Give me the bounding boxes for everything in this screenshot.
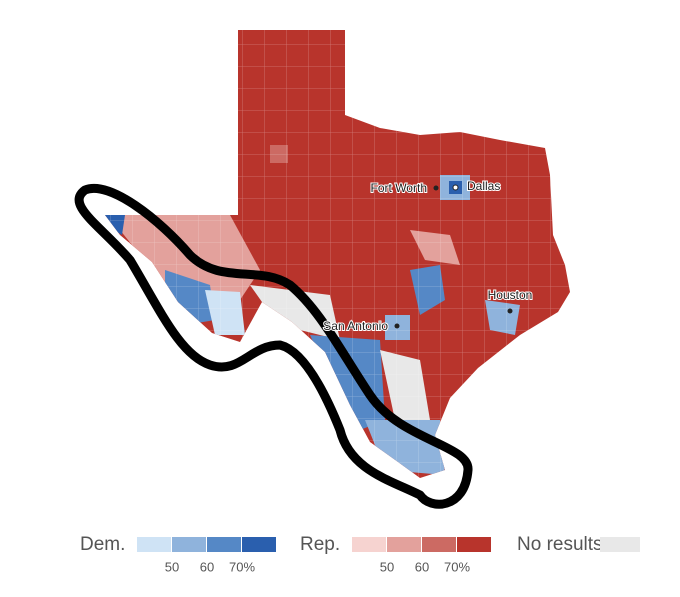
city-label: Houston bbox=[488, 288, 533, 302]
city-dot bbox=[433, 185, 439, 191]
legend-swatch bbox=[242, 537, 276, 552]
city-dot bbox=[507, 308, 513, 314]
legend-swatch bbox=[387, 537, 421, 552]
legend-swatch bbox=[172, 537, 206, 552]
legend-tick: 50 bbox=[380, 559, 394, 574]
hand-drawn-loop bbox=[74, 184, 473, 509]
legend-tick: 70% bbox=[229, 559, 255, 574]
city-label: Fort Worth bbox=[371, 181, 427, 195]
legend-swatch bbox=[422, 537, 456, 552]
legend-swatch bbox=[352, 537, 386, 552]
legend-tick: 60 bbox=[415, 559, 429, 574]
legend-label: No results bbox=[517, 534, 603, 555]
legend-swatch bbox=[207, 537, 241, 552]
city-label: San Antonio bbox=[323, 319, 388, 333]
legend: Dem. Rep. No results 50 60 70% 50 60 70% bbox=[80, 534, 640, 574]
legend-swatch bbox=[600, 537, 640, 552]
legend-label: Rep. bbox=[300, 534, 340, 555]
city-label: Dallas bbox=[467, 179, 500, 193]
city-dot bbox=[452, 184, 459, 191]
legend-swatch bbox=[457, 537, 491, 552]
legend-swatch bbox=[137, 537, 171, 552]
legend-tick: 50 bbox=[165, 559, 179, 574]
legend-label: Dem. bbox=[80, 534, 125, 555]
legend-tick: 60 bbox=[200, 559, 214, 574]
city-dot bbox=[394, 323, 400, 329]
legend-tick: 70% bbox=[444, 559, 470, 574]
